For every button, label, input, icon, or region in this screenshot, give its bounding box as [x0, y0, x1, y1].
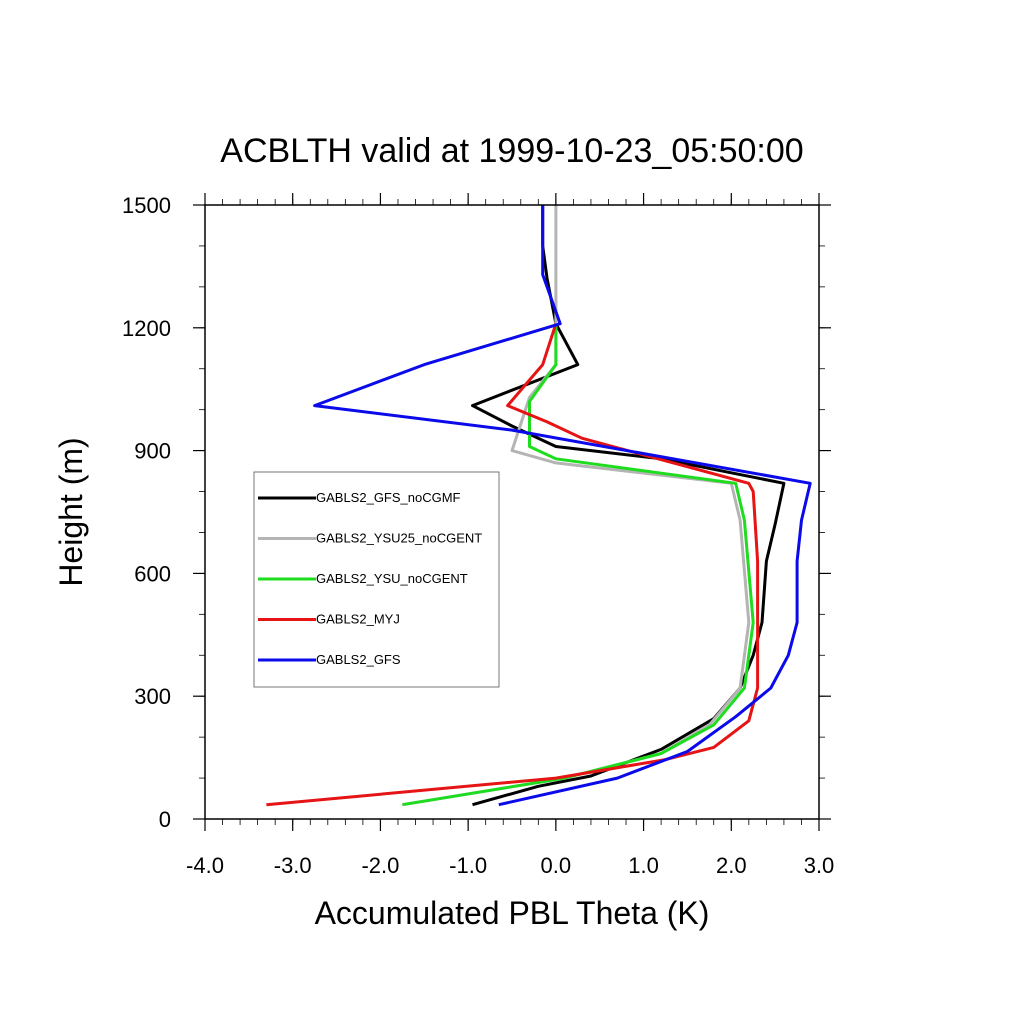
legend-box	[253, 471, 500, 688]
y-tick-labels: 0 300 600 900 1200 1500	[122, 193, 171, 832]
x-axis-label: Accumulated PBL Theta (K)	[315, 895, 710, 931]
legend-label-3: GABLS2_YSU_noCGENT	[316, 571, 468, 586]
series-line-3	[402, 323, 755, 807]
plot-lines	[266, 205, 812, 807]
x-tick-label: 2.0	[716, 853, 747, 878]
legend: GABLS2_GFS_noCGMF GABLS2_YSU25_noCGENT GAB…	[253, 471, 500, 688]
plot-frame	[204, 204, 820, 820]
y-axis-label: Height (m)	[53, 437, 89, 586]
series-line-4	[266, 323, 760, 807]
x-tick-label: -4.0	[186, 853, 224, 878]
x-tick-label: 3.0	[804, 853, 835, 878]
y-tick-label: 1500	[122, 193, 171, 218]
x-tick-label: 0.0	[541, 853, 572, 878]
legend-label-4: GABLS2_MYJ	[316, 612, 400, 627]
y-tick-label: 1200	[122, 316, 171, 341]
legend-items: GABLS2_GFS_noCGMF GABLS2_YSU25_noCGENT GAB…	[258, 490, 482, 667]
axis-ticks	[193, 193, 831, 831]
y-tick-label: 600	[134, 561, 171, 586]
x-tick-label: -3.0	[274, 853, 312, 878]
x-tick-label: -1.0	[449, 853, 487, 878]
y-tick-label: 0	[159, 807, 171, 832]
series-line-1	[471, 205, 786, 807]
x-tick-labels: -4.0 -3.0 -2.0 -1.0 0.0 1.0 2.0 3.0	[186, 853, 834, 878]
y-tick-label: 300	[134, 684, 171, 709]
legend-label-1: GABLS2_GFS_noCGMF	[316, 490, 461, 505]
legend-label-2: GABLS2_YSU25_noCGENT	[316, 531, 482, 546]
series-line-5	[313, 205, 812, 807]
x-tick-label: 1.0	[628, 853, 659, 878]
y-tick-label: 900	[134, 439, 171, 464]
chart-title: ACBLTH valid at 1999-10-23_05:50:00	[220, 132, 803, 170]
legend-label-5: GABLS2_GFS	[316, 652, 401, 667]
x-tick-label: -2.0	[361, 853, 399, 878]
